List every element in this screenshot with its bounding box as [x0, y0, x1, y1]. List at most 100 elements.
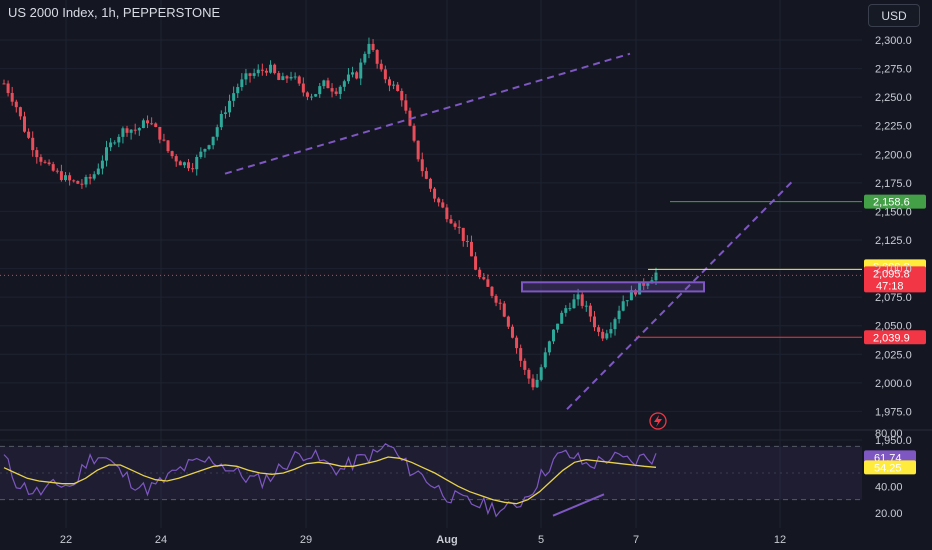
candle-body: [2, 83, 6, 85]
candle-body: [174, 156, 178, 162]
candle-body: [506, 316, 510, 327]
candle-body: [437, 198, 441, 203]
candle-body: [109, 142, 113, 148]
date-tick-label: 22: [60, 534, 72, 546]
candle-body: [346, 74, 350, 82]
candle-body: [580, 294, 584, 306]
candle-body: [105, 147, 109, 161]
date-tick-label: 29: [300, 534, 312, 546]
price-level-tag: [864, 330, 926, 345]
candle-body: [76, 181, 80, 184]
candle-body: [424, 171, 428, 179]
price-tick-label: 2,025.0: [875, 349, 912, 361]
candle-body: [556, 323, 560, 330]
rsi-divergence-line: [552, 493, 605, 517]
candle-body: [597, 327, 601, 332]
candle-body: [39, 157, 43, 162]
lightning-alert-icon[interactable]: [649, 412, 667, 430]
symbol-title[interactable]: US 2000 Index, 1h, PEPPERSTONE: [8, 5, 221, 20]
candle-body: [285, 76, 289, 79]
candle-body: [453, 223, 457, 227]
candle-body: [64, 175, 68, 181]
candle-body: [445, 207, 449, 220]
candle-body: [576, 294, 580, 300]
price-tick-label: 2,200.0: [875, 149, 912, 161]
candle-body: [14, 101, 18, 108]
candle-body: [133, 129, 137, 131]
candle-body: [433, 188, 437, 199]
candle-body: [35, 150, 39, 158]
candle-body: [96, 168, 100, 175]
rsi-value-tag: [864, 460, 916, 475]
candle-body: [359, 62, 363, 79]
candle-body: [260, 69, 264, 71]
price-level-tag: [864, 194, 926, 209]
candle-body: [88, 176, 92, 179]
candle-body: [515, 337, 519, 349]
candle-body: [215, 127, 219, 137]
candle-body: [240, 79, 244, 88]
candle-body: [592, 316, 596, 328]
candle-body: [642, 282, 646, 286]
candle-body: [498, 302, 502, 304]
candle-body: [191, 168, 195, 170]
price-tick-label: 2,300.0: [875, 35, 912, 47]
candle-body: [605, 333, 609, 339]
candle-body: [363, 53, 367, 63]
price-levels: 2,158.62,099.32,095.847:182,039.9: [636, 194, 926, 345]
price-tick-label: 2,125.0: [875, 235, 912, 247]
candle-body: [625, 300, 629, 302]
candle-body: [510, 326, 514, 338]
candle-body: [195, 156, 199, 170]
candle-body: [568, 308, 572, 310]
candle-body: [248, 73, 252, 76]
price-tick-label: 2,000.0: [875, 378, 912, 390]
candle-body: [289, 76, 293, 79]
candle-body: [92, 174, 96, 179]
candle-body: [273, 64, 277, 74]
candle-body: [523, 360, 527, 370]
candle-body: [170, 151, 174, 157]
candle-body: [560, 312, 564, 324]
candle-body: [113, 142, 117, 144]
candle-body: [428, 178, 432, 189]
price-level-tag: [864, 266, 926, 293]
lower-trendline: [566, 181, 793, 410]
candle-body: [162, 139, 166, 141]
candle-body: [297, 76, 301, 84]
candle-body: [236, 87, 240, 94]
date-tick-label: 5: [538, 534, 544, 546]
candle-body: [154, 123, 158, 127]
candle-body: [223, 112, 227, 115]
price-axis[interactable]: 2,300.0 2,275.0 2,250.0 2,225.0 2,200.0 2,175…: [875, 35, 912, 447]
trendline-drawings[interactable]: [0, 52, 862, 410]
time-axis[interactable]: 22 24 29 Aug 5 7 12: [60, 534, 786, 546]
candle-body: [490, 286, 494, 296]
candle-body: [158, 126, 162, 140]
candle-body: [564, 308, 568, 313]
candle-body: [351, 72, 355, 75]
currency-button[interactable]: USD: [868, 4, 920, 27]
candle-body: [293, 76, 297, 78]
candle-body: [318, 86, 322, 95]
candle-body: [178, 161, 182, 166]
candle-body: [531, 378, 535, 388]
rsi-tick-label: 80.00: [875, 428, 903, 440]
candle-body: [617, 310, 621, 320]
candle-body: [310, 96, 314, 98]
candle-body: [187, 162, 191, 169]
price-level-tag-label: 2,158.6: [873, 197, 910, 209]
candle-body: [330, 88, 334, 92]
price-tick-label: 2,050.0: [875, 321, 912, 333]
price-tick-label: 2,175.0: [875, 178, 912, 190]
candle-body: [441, 202, 445, 208]
candle-body: [338, 86, 342, 94]
candle-body: [121, 128, 125, 137]
candle-body: [371, 43, 375, 51]
candle-body: [256, 69, 260, 74]
rsi-tick-label: 20.00: [875, 508, 903, 520]
candle-body: [551, 329, 555, 342]
candle-body: [277, 73, 281, 80]
